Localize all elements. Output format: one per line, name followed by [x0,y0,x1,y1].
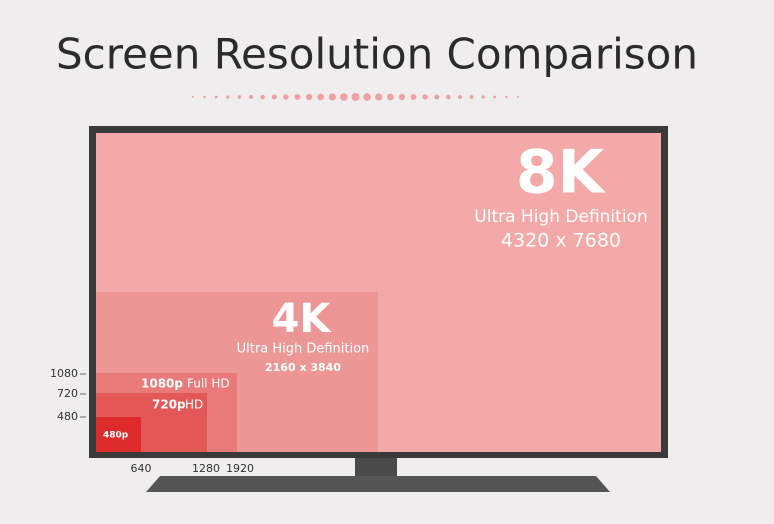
label-8k: 8K [516,138,607,208]
divider-dot [386,93,394,101]
divider-dot [340,93,348,101]
screen-480p [96,417,141,452]
divider-dot [493,95,497,99]
definition-720p: HD [185,398,203,412]
label-720p: 720p [152,398,186,412]
definition-1080p: Full HD [187,377,230,391]
divider-dot [505,95,508,99]
definition-4k: Ultra High Definition [237,342,370,357]
divider-dot [317,93,325,101]
y-label: 720 [57,387,78,400]
divider-dot [248,94,254,100]
tv-neck [355,456,397,476]
divider-dot [305,93,313,101]
divider-dot [351,93,360,101]
divider-dot [469,95,474,99]
divider-dot [226,95,230,99]
label-480p: 480p [103,431,129,441]
resolution-8k: 4320 x 7680 [501,230,621,252]
divider-dot [237,95,242,99]
divider-dot [271,94,277,100]
divider-dot [203,95,206,99]
definition-8k: Ultra High Definition [474,207,647,227]
divider-dot [363,93,371,101]
label-1080p: 1080p [141,377,183,391]
y-label: 480 [57,410,78,423]
divider-dot [214,95,218,99]
divider-dot [398,93,406,101]
divider-dot [422,94,428,100]
divider-dot [481,95,485,99]
x-label: 640 [131,462,152,475]
title: Screen Resolution Comparison [56,30,698,79]
divider-dot [517,96,519,98]
resolution-4k: 2160 x 3840 [265,361,341,374]
divider-dot [410,94,417,100]
divider [192,93,519,101]
divider-dot [446,94,451,100]
divider-dot [328,93,336,101]
tv-base [146,476,610,492]
divider-dot [375,93,383,101]
divider-dot [294,94,301,100]
divider-dot [260,94,265,100]
divider-dot [434,94,440,100]
y-label: 1080 [50,367,78,380]
x-label: 1280 [192,462,220,475]
x-label: 1920 [226,462,254,475]
label-4k: 4K [272,296,333,342]
divider-dot [457,94,463,100]
divider-dot [192,96,194,98]
divider-dot [283,94,289,100]
